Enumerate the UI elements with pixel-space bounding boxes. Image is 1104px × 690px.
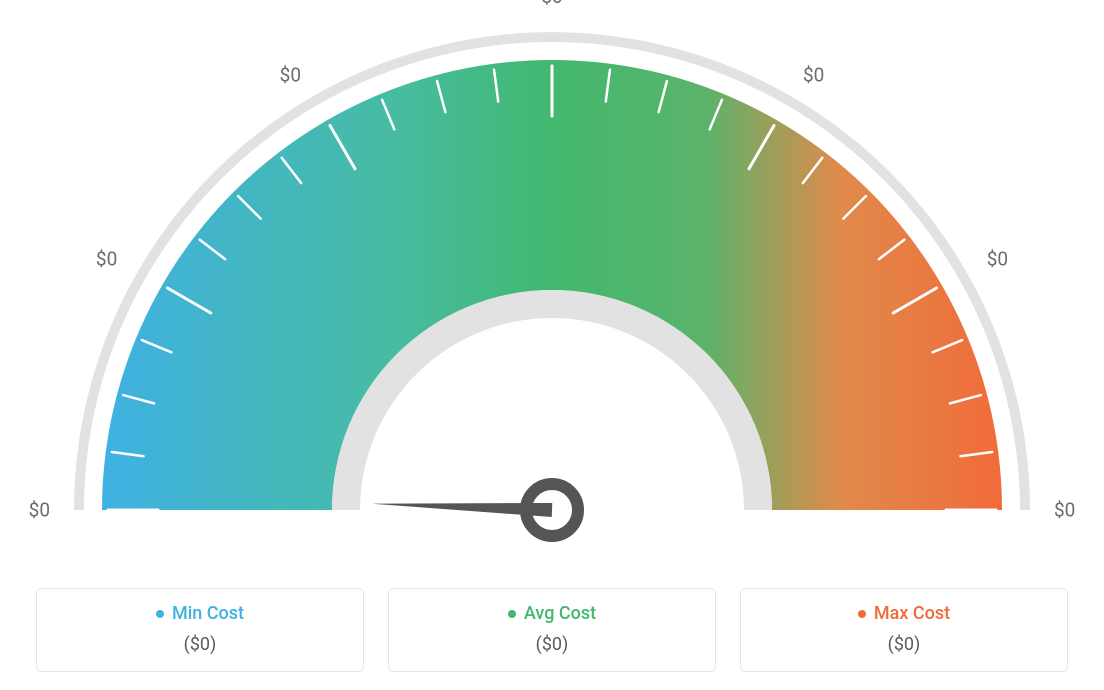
legend-label-max: Max Cost xyxy=(874,603,950,624)
legend-value-max: ($0) xyxy=(753,634,1055,655)
gauge-svg xyxy=(0,0,1104,560)
gauge-tick-label: $0 xyxy=(280,64,301,87)
legend-label-min: Min Cost xyxy=(172,603,244,624)
legend-card-max: Max Cost ($0) xyxy=(740,588,1068,673)
gauge-tick-label: $0 xyxy=(803,64,824,87)
legend-card-avg: Avg Cost ($0) xyxy=(388,588,716,673)
gauge-area: $0 $0 $0 $0 $0 $0 $0 xyxy=(0,0,1104,560)
legend-dot-max xyxy=(858,610,866,618)
legend-title-min: Min Cost xyxy=(156,603,244,624)
legend-value-min: ($0) xyxy=(49,634,351,655)
legend-label-avg: Avg Cost xyxy=(524,603,596,624)
gauge-tick-label: $0 xyxy=(987,248,1008,271)
gauge-tick-label: $0 xyxy=(541,0,562,8)
legend-dot-avg xyxy=(508,610,516,618)
legend-card-min: Min Cost ($0) xyxy=(36,588,364,673)
legend-value-avg: ($0) xyxy=(401,634,703,655)
legend-dot-min xyxy=(156,610,164,618)
gauge-tick-label: $0 xyxy=(29,499,50,522)
gauge-tick-label: $0 xyxy=(96,248,117,271)
legend-row: Min Cost ($0) Avg Cost ($0) Max Cost ($0… xyxy=(36,588,1068,673)
legend-title-avg: Avg Cost xyxy=(508,603,596,624)
gauge-tick-label: $0 xyxy=(1054,499,1075,522)
legend-title-max: Max Cost xyxy=(858,603,950,624)
gauge-chart-container: $0 $0 $0 $0 $0 $0 $0 Min Cost ($0) Avg Cost ($… xyxy=(0,0,1104,690)
